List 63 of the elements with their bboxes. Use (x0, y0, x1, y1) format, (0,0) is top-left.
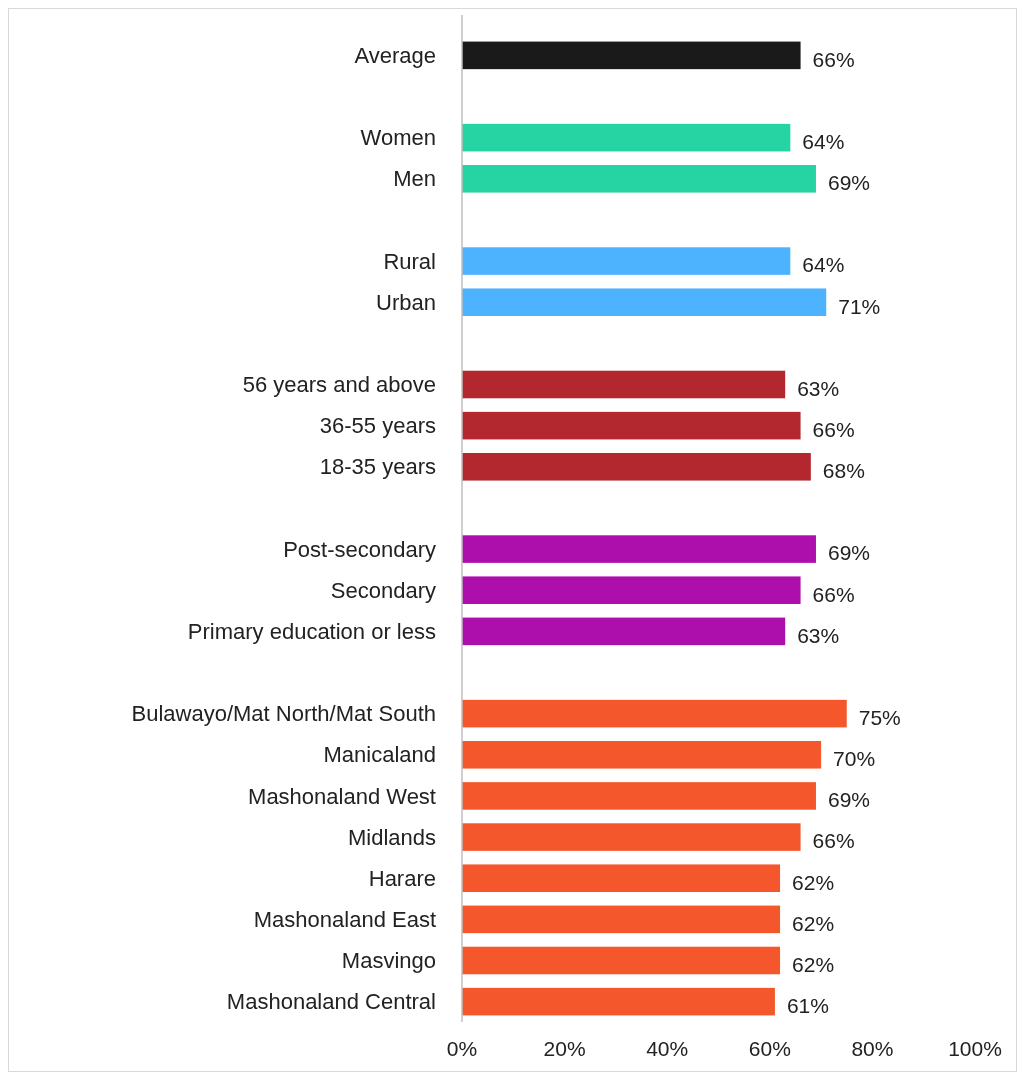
data-label: 62% (792, 952, 835, 976)
data-label: 70% (833, 747, 876, 771)
data-label: 75% (858, 705, 901, 729)
bar (462, 411, 801, 440)
x-tick-label: 60% (748, 1037, 791, 1060)
y-tick-label: Men (393, 166, 436, 192)
data-label: 66% (812, 582, 855, 606)
data-label: 63% (797, 623, 840, 647)
bar (462, 41, 801, 70)
y-tick-label: Primary education or less (187, 619, 436, 645)
data-label: 69% (827, 788, 870, 812)
y-tick-label: Mashonaland Central (226, 989, 436, 1015)
data-label: 62% (792, 911, 835, 935)
y-tick-label: Women (360, 125, 436, 151)
bar (462, 453, 811, 481)
y-tick-label: Post-secondary (283, 536, 436, 562)
bar (462, 864, 781, 892)
data-label: 66% (812, 47, 855, 71)
data-label: 71% (838, 294, 881, 318)
data-label: 66% (812, 829, 855, 853)
data-label: 68% (822, 459, 865, 483)
x-tick-label: 0% (446, 1037, 478, 1060)
y-tick-label: Midlands (347, 824, 436, 850)
data-label: 69% (827, 541, 870, 565)
y-tick-label: Average (354, 43, 436, 69)
data-label: 64% (802, 130, 845, 153)
x-tick-label: 20% (543, 1037, 586, 1060)
bar (462, 123, 791, 152)
y-tick-label: Mashonaland West (248, 783, 436, 809)
y-tick-label: Masvingo (341, 948, 436, 974)
bar (462, 946, 781, 975)
y-tick-label: 56 years and above (242, 372, 436, 398)
data-label: 62% (792, 870, 835, 894)
bar (462, 987, 775, 1016)
y-tick-label: Manicaland (323, 742, 436, 768)
bar (462, 823, 801, 851)
data-label: 66% (812, 417, 855, 441)
bar (462, 370, 786, 399)
bar (462, 165, 816, 193)
data-label: 63% (797, 376, 840, 400)
bar (462, 699, 847, 728)
x-tick-label: 100% (948, 1037, 1002, 1060)
bar (462, 535, 816, 563)
y-tick-label: Mashonaland East (253, 907, 436, 933)
y-tick-label: Secondary (330, 577, 436, 603)
y-tick-label: 18-35 years (319, 454, 436, 480)
data-label: 69% (827, 171, 870, 195)
bar (462, 782, 816, 810)
x-tick-label: 40% (646, 1037, 689, 1060)
bar (462, 288, 827, 316)
bar (462, 617, 786, 646)
y-tick-label: Bulawayo/Mat North/Mat South (131, 701, 436, 727)
bar (462, 905, 781, 934)
y-tick-label: 36-55 years (319, 413, 436, 439)
bar (462, 741, 822, 769)
x-tick-label: 80% (851, 1037, 894, 1060)
y-tick-label: Urban (376, 289, 436, 315)
bar (462, 576, 801, 604)
data-label: 64% (802, 253, 845, 277)
data-label: 61% (786, 993, 829, 1017)
bar (462, 247, 791, 275)
y-tick-label: Harare (368, 865, 436, 891)
y-tick-label: Rural (383, 248, 436, 274)
